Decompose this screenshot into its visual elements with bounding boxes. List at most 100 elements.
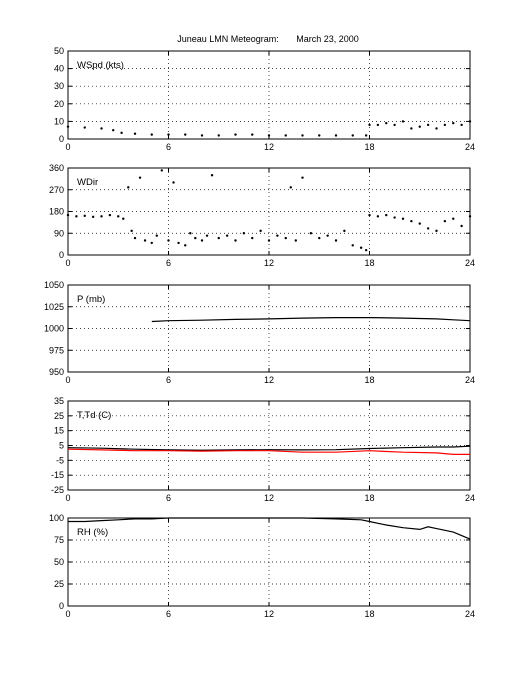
data-point — [452, 217, 455, 220]
data-point — [225, 234, 229, 237]
data-point — [294, 239, 297, 242]
panel-label: WDir — [77, 177, 98, 188]
data-point — [184, 244, 187, 247]
data-point — [150, 241, 153, 245]
y-tick-label: 75 — [54, 535, 64, 545]
data-point — [242, 232, 246, 235]
panel-4: 0 6 12 18 24 0 25 50 75 100 RH (%) — [49, 513, 475, 619]
x-tick-label: 18 — [364, 375, 374, 385]
data-point — [267, 134, 271, 137]
data-point — [351, 134, 354, 137]
x-tick-label: 0 — [65, 375, 70, 385]
data-point — [133, 132, 137, 135]
x-tick-label: 12 — [264, 609, 274, 619]
data-point — [167, 133, 170, 136]
data-point — [376, 215, 380, 218]
data-point — [122, 217, 125, 220]
data-point — [284, 236, 287, 240]
data-point — [309, 232, 313, 235]
data-point — [351, 244, 354, 247]
series-line-1 — [67, 448, 470, 455]
x-tick-label: 18 — [364, 258, 374, 268]
y-tick-label: -5 — [56, 455, 64, 465]
data-point — [200, 239, 204, 242]
x-tick-label: 0 — [65, 493, 70, 503]
y-tick-label: 360 — [49, 163, 64, 173]
panel-label: RH (%) — [77, 527, 108, 538]
x-tick-label: 18 — [364, 142, 374, 152]
y-tick-label: 5 — [59, 441, 64, 451]
x-tick-label: 12 — [264, 258, 274, 268]
x-tick-label: 24 — [465, 375, 475, 385]
data-point — [130, 229, 133, 233]
data-point — [200, 134, 204, 137]
data-point — [251, 236, 254, 240]
x-tick-label: 12 — [264, 142, 274, 152]
data-point — [138, 176, 142, 179]
data-point — [108, 213, 112, 217]
data-point — [385, 213, 388, 217]
data-point — [251, 133, 254, 136]
data-point — [468, 215, 472, 218]
data-point — [133, 236, 137, 240]
data-point — [91, 215, 95, 219]
data-point — [418, 125, 421, 128]
data-point — [259, 229, 262, 233]
data-point — [393, 216, 396, 219]
data-point — [177, 241, 180, 245]
y-tick-label: 40 — [54, 64, 64, 74]
y-tick-label: 100 — [49, 513, 64, 523]
y-tick-label: 180 — [49, 207, 64, 217]
data-point — [364, 134, 368, 137]
data-point — [83, 126, 86, 129]
y-tick-label: 15 — [54, 426, 64, 436]
data-point — [443, 123, 447, 127]
x-tick-label: 6 — [166, 258, 171, 268]
data-point — [267, 239, 271, 242]
y-tick-label: 0 — [59, 134, 64, 144]
data-point — [385, 121, 388, 125]
data-point — [452, 121, 455, 125]
x-tick-label: 12 — [264, 493, 274, 503]
y-tick-label: 270 — [49, 185, 64, 195]
y-tick-label: 20 — [54, 99, 64, 109]
data-point — [167, 239, 170, 242]
x-tick-label: 0 — [65, 258, 70, 268]
data-point — [100, 215, 103, 218]
data-point — [364, 248, 368, 252]
data-point — [276, 234, 279, 237]
y-tick-label: 1050 — [44, 280, 64, 290]
data-point — [468, 120, 472, 123]
y-tick-label: 50 — [54, 557, 64, 567]
panel-3: 0 6 12 18 24 -25 -15 -5 5 15 25 35 T,Td (C) — [51, 396, 475, 503]
series-line-0 — [68, 517, 471, 540]
x-tick-label: 6 — [166, 493, 171, 503]
y-tick-label: 975 — [49, 345, 64, 355]
data-point — [376, 123, 380, 127]
x-tick-label: 6 — [166, 375, 171, 385]
data-point — [359, 246, 363, 249]
data-point — [443, 219, 447, 223]
x-tick-label: 0 — [65, 142, 70, 152]
data-point — [234, 133, 237, 136]
data-point — [368, 123, 371, 127]
data-point — [318, 134, 321, 137]
data-point — [460, 123, 463, 127]
data-point — [301, 176, 304, 179]
data-point — [160, 169, 163, 172]
y-tick-label: 25 — [54, 411, 64, 421]
x-tick-label: 0 — [65, 609, 70, 619]
data-point — [410, 127, 413, 130]
data-point — [418, 222, 421, 225]
series-line-0 — [151, 317, 471, 323]
data-point — [210, 174, 214, 177]
data-point — [334, 134, 338, 137]
x-tick-label: 24 — [465, 493, 475, 503]
data-point — [234, 239, 237, 242]
data-point — [217, 134, 220, 137]
y-tick-label: -15 — [51, 470, 64, 480]
x-tick-label: 24 — [465, 609, 475, 619]
panel-2: 0 6 12 18 24 950 975 1000 1025 1050 P (mb) — [44, 280, 475, 385]
